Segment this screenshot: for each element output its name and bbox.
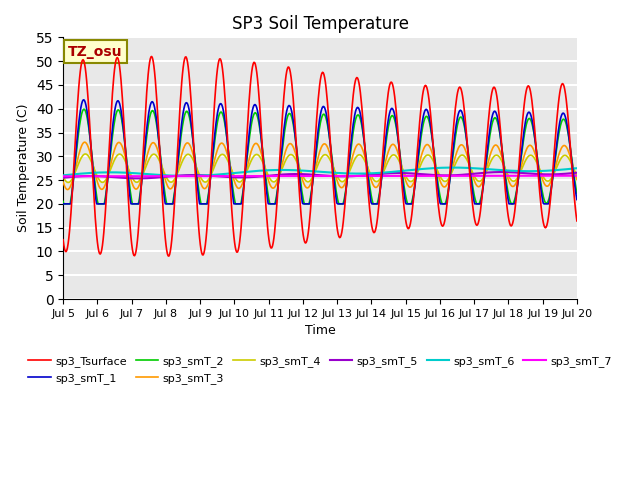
sp3_smT_7: [201, 173, 209, 179]
sp3_smT_4: [573, 173, 580, 179]
sp3_smT_1: [573, 197, 580, 203]
sp3_Tsurface: [68, 188, 76, 194]
sp3_smT_2: [573, 190, 580, 196]
sp3_smT_1: [202, 201, 209, 207]
sp3_smT_7: [173, 173, 181, 179]
sp3_smT_4: [175, 167, 182, 173]
X-axis label: Time: Time: [305, 324, 335, 337]
sp3_smT_4: [123, 162, 131, 168]
sp3_smT_7: [382, 173, 390, 179]
sp3_smT_6: [202, 173, 209, 179]
sp3_smT_4: [64, 180, 72, 185]
Text: TZ_osu: TZ_osu: [68, 45, 123, 59]
sp3_smT_7: [68, 173, 76, 179]
sp3_smT_6: [573, 165, 580, 171]
Line: sp3_smT_5: sp3_smT_5: [63, 172, 577, 179]
sp3_smT_2: [80, 106, 88, 112]
sp3_smT_3: [175, 163, 182, 169]
sp3_smT_5: [60, 175, 67, 180]
sp3_smT_5: [573, 170, 580, 176]
sp3_smT_1: [60, 201, 67, 207]
Line: sp3_smT_6: sp3_smT_6: [63, 168, 577, 176]
sp3_smT_5: [122, 175, 129, 181]
sp3_smT_7: [60, 173, 67, 179]
sp3_smT_5: [383, 170, 390, 176]
Line: sp3_smT_3: sp3_smT_3: [63, 142, 577, 190]
sp3_smT_4: [399, 166, 406, 172]
sp3_smT_2: [399, 172, 406, 178]
Line: sp3_smT_4: sp3_smT_4: [63, 154, 577, 182]
sp3_smT_3: [123, 159, 131, 165]
sp3_smT_6: [68, 171, 76, 177]
Legend: sp3_Tsurface, sp3_smT_1, sp3_smT_2, sp3_smT_3, sp3_smT_4, sp3_smT_5, sp3_smT_6, : sp3_Tsurface, sp3_smT_1, sp3_smT_2, sp3_…: [24, 352, 616, 388]
sp3_smT_1: [80, 97, 88, 103]
sp3_smT_3: [573, 177, 580, 182]
sp3_smT_5: [202, 172, 209, 178]
sp3_smT_7: [122, 173, 129, 179]
sp3_smT_3: [69, 175, 77, 181]
sp3_smT_6: [173, 173, 181, 179]
sp3_smT_2: [69, 180, 77, 186]
Title: SP3 Soil Temperature: SP3 Soil Temperature: [232, 15, 408, 33]
sp3_smT_6: [398, 168, 406, 174]
sp3_smT_1: [398, 171, 406, 177]
sp3_smT_4: [69, 174, 77, 180]
Line: sp3_smT_1: sp3_smT_1: [63, 100, 577, 204]
sp3_smT_2: [202, 201, 210, 207]
sp3_smT_4: [81, 151, 89, 157]
sp3_smT_6: [449, 165, 456, 170]
sp3_smT_1: [122, 153, 130, 158]
sp3_smT_3: [384, 151, 392, 157]
sp3_smT_4: [384, 159, 392, 165]
sp3_Tsurface: [165, 253, 173, 259]
sp3_Tsurface: [122, 144, 129, 150]
Line: sp3_smT_2: sp3_smT_2: [63, 109, 577, 204]
sp3_smT_3: [81, 139, 88, 145]
sp3_smT_5: [398, 170, 406, 176]
sp3_smT_2: [60, 199, 67, 204]
sp3_smT_6: [60, 172, 67, 178]
sp3_smT_3: [63, 187, 71, 192]
sp3_Tsurface: [399, 189, 406, 194]
sp3_smT_2: [123, 157, 131, 163]
sp3_smT_1: [174, 155, 182, 161]
sp3_smT_1: [383, 127, 390, 132]
Y-axis label: Soil Temperature (C): Soil Temperature (C): [17, 104, 30, 232]
sp3_smT_7: [573, 173, 580, 179]
sp3_smT_6: [383, 169, 390, 175]
sp3_smT_7: [397, 173, 405, 179]
sp3_smT_5: [68, 174, 76, 180]
sp3_smT_2: [384, 129, 392, 134]
sp3_Tsurface: [148, 54, 156, 60]
sp3_smT_4: [60, 174, 67, 180]
Line: sp3_Tsurface: sp3_Tsurface: [63, 57, 577, 256]
sp3_Tsurface: [60, 237, 67, 242]
sp3_smT_5: [498, 169, 506, 175]
sp3_smT_3: [60, 179, 67, 185]
sp3_Tsurface: [175, 123, 182, 129]
sp3_smT_3: [202, 185, 210, 191]
sp3_smT_2: [60, 201, 68, 207]
sp3_smT_2: [175, 152, 182, 158]
sp3_Tsurface: [384, 96, 392, 101]
sp3_Tsurface: [202, 236, 210, 241]
sp3_smT_5: [134, 176, 142, 181]
sp3_smT_1: [68, 188, 76, 193]
sp3_smT_6: [122, 170, 129, 176]
sp3_smT_4: [202, 179, 210, 185]
sp3_smT_6: [184, 173, 191, 179]
sp3_smT_3: [399, 167, 406, 173]
sp3_Tsurface: [573, 218, 580, 224]
sp3_smT_5: [174, 173, 182, 179]
